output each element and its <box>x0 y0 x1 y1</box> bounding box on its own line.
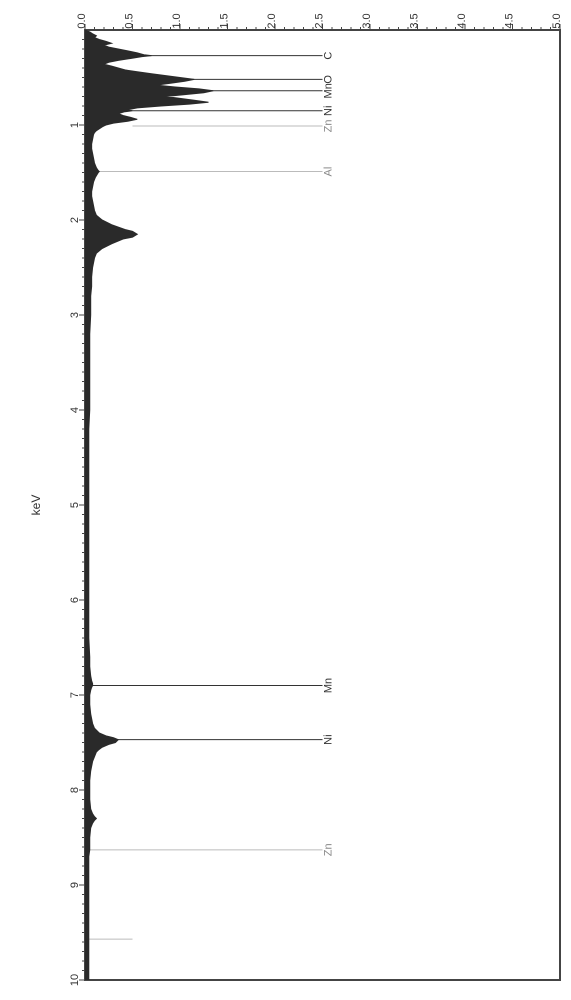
svg-text:Mn: Mn <box>322 678 334 693</box>
svg-text:5.0: 5.0 <box>551 13 563 28</box>
svg-text:10: 10 <box>69 974 81 986</box>
svg-text:4.0: 4.0 <box>456 13 468 28</box>
svg-text:4: 4 <box>69 407 81 413</box>
svg-text:7: 7 <box>69 692 81 698</box>
svg-text:9: 9 <box>69 882 81 888</box>
svg-text:2: 2 <box>69 217 81 223</box>
svg-text:0.5: 0.5 <box>124 13 136 28</box>
svg-text:3: 3 <box>69 312 81 318</box>
svg-text:5: 5 <box>69 502 81 508</box>
svg-text:Ni: Ni <box>322 734 334 744</box>
svg-text:2.5: 2.5 <box>314 13 326 28</box>
svg-text:O: O <box>322 75 334 84</box>
svg-text:keV: keV <box>29 495 43 516</box>
svg-text:Ni: Ni <box>322 106 334 116</box>
svg-text:1: 1 <box>69 122 81 128</box>
svg-text:1.0: 1.0 <box>171 13 183 28</box>
svg-text:Al: Al <box>322 167 334 177</box>
svg-text:0.0: 0.0 <box>76 13 88 28</box>
svg-text:4.5: 4.5 <box>504 13 516 28</box>
svg-text:3.0: 3.0 <box>361 13 373 28</box>
svg-text:6: 6 <box>69 597 81 603</box>
svg-text:1.5: 1.5 <box>219 13 231 28</box>
svg-text:C: C <box>322 52 334 60</box>
svg-text:3.5: 3.5 <box>409 13 421 28</box>
eds-spectrum-chart: 0.00.51.01.52.02.53.03.54.04.55.0cps/eV1… <box>0 0 571 1000</box>
svg-text:8: 8 <box>69 787 81 793</box>
svg-text:Zn: Zn <box>322 120 334 133</box>
svg-text:Zn: Zn <box>322 843 334 856</box>
svg-text:2.0: 2.0 <box>266 13 278 28</box>
svg-text:Mn: Mn <box>322 83 334 98</box>
